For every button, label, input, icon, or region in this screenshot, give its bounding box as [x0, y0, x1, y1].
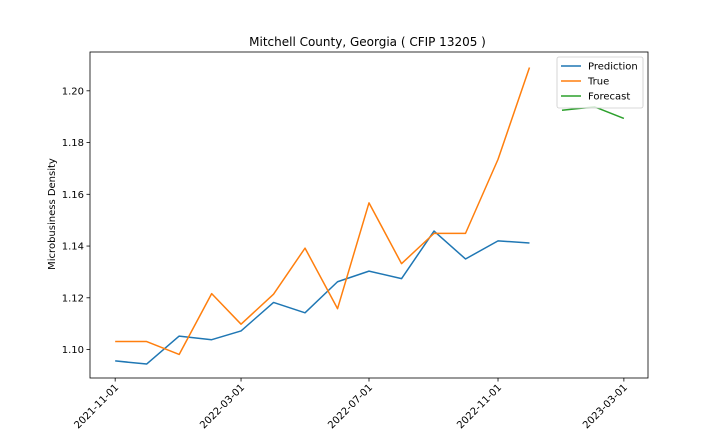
series-line-prediction: [115, 230, 530, 365]
series-line-true: [115, 67, 531, 356]
y-tick-label: 1.12: [62, 293, 84, 304]
legend-label-forecast: Forecast: [588, 92, 630, 103]
chart-title: Mitchell County, Georgia ( CFIP 13205 ): [249, 35, 486, 49]
legend: Prediction True Forecast: [556, 56, 644, 109]
y-tick-label: 1.14: [62, 242, 84, 253]
plot-area: [115, 67, 625, 365]
y-tick-label: 1.10: [62, 345, 84, 356]
y-tick-label: 1.16: [62, 190, 84, 201]
legend-label-prediction: Prediction: [588, 62, 638, 73]
x-tick-label: 2023-03-01: [581, 382, 630, 431]
axes: 1.10 1.12 1.14 1.16 1.18 1.20 2021-11-01 2022-0…: [62, 51, 649, 431]
legend-label-true: True: [587, 77, 609, 88]
series-line-forecast: [561, 106, 625, 120]
y-tick-label: 1.20: [62, 86, 84, 97]
y-axis-label: Microbusiness Density: [47, 158, 58, 270]
x-tick-label: 2021-11-01: [72, 382, 121, 431]
x-tick-label: 2022-03-01: [198, 382, 247, 431]
x-tick-label: 2022-07-01: [326, 382, 375, 431]
x-tick-label: 2022-11-01: [455, 382, 504, 431]
y-tick-label: 1.18: [62, 138, 84, 149]
